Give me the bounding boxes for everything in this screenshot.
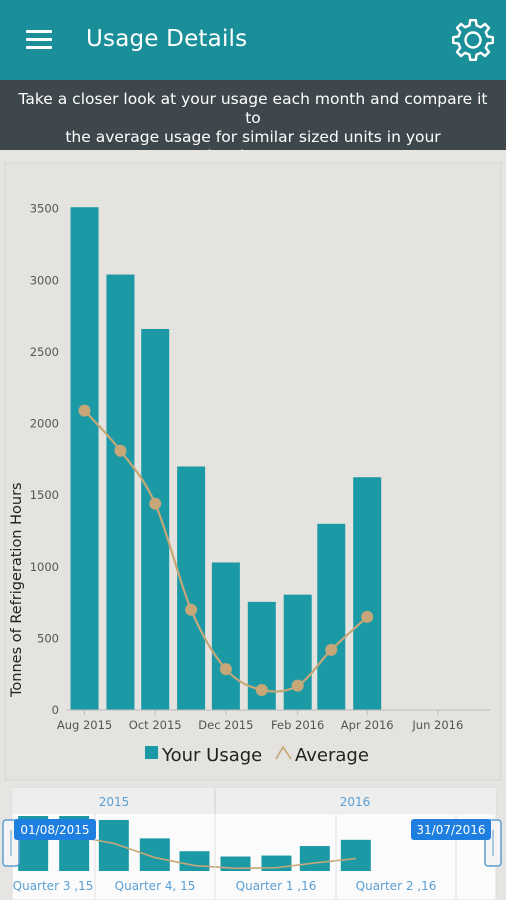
x-tick-label: Dec 2015 — [198, 718, 253, 732]
info-text-line-1: Take a closer look at your usage each mo… — [18, 90, 488, 127]
range-start-badge — [14, 819, 96, 840]
quarter-label: Quarter 3 ,15 — [13, 879, 94, 893]
y-tick-label: 3500 — [30, 202, 59, 216]
navigator-year-2016: 2016 — [340, 795, 371, 809]
average-point[interactable] — [114, 444, 127, 457]
quarter-label: Quarter 1 ,16 — [236, 879, 317, 893]
average-point[interactable] — [149, 497, 162, 510]
legend-usage-swatch — [145, 746, 158, 759]
usage-bar[interactable] — [141, 328, 170, 710]
hamburger-menu-icon — [26, 30, 52, 33]
navigator-bar — [340, 839, 371, 871]
average-point[interactable] — [325, 643, 338, 656]
y-tick-label: 500 — [37, 631, 59, 645]
legend-average-label: Average — [295, 745, 369, 766]
y-tick-label: 2000 — [30, 417, 59, 431]
range-end-badge — [411, 819, 491, 840]
x-tick-label: Aug 2015 — [57, 718, 112, 732]
x-tick-label: Feb 2016 — [271, 718, 324, 732]
navigator-bar — [179, 851, 210, 871]
usage-bar[interactable] — [211, 562, 240, 710]
usage-bar[interactable] — [353, 477, 382, 710]
average-point[interactable] — [361, 610, 374, 623]
range-end-label: 31/07/2016 — [416, 823, 485, 837]
y-tick-label: 3000 — [30, 273, 59, 287]
usage-bar[interactable] — [317, 523, 346, 710]
range-navigator[interactable]: 2015 2016 01/08/2015 31/07/2016 Quarter … — [0, 786, 506, 900]
chart-legend: Your Usage Average — [145, 745, 369, 766]
x-tick-label: Jun 2016 — [411, 718, 463, 732]
y-tick-label: 1000 — [30, 560, 59, 574]
gear-icon — [452, 19, 494, 61]
y-tick-label: 2500 — [30, 345, 59, 359]
navigator-bar — [98, 819, 129, 871]
usage-bar[interactable] — [283, 594, 312, 710]
menu-button[interactable] — [26, 28, 54, 52]
average-point[interactable] — [291, 679, 304, 692]
usage-bar[interactable] — [70, 207, 99, 710]
settings-button[interactable] — [450, 17, 496, 63]
y-tick-label: 1500 — [30, 488, 59, 502]
hamburger-line — [26, 46, 52, 49]
range-start-label: 01/08/2015 — [20, 823, 89, 837]
quarter-label: Quarter 2 ,16 — [356, 879, 437, 893]
legend-usage-label: Your Usage — [161, 745, 262, 766]
usage-bar[interactable] — [177, 466, 206, 710]
page-title: Usage Details — [86, 26, 248, 52]
average-point[interactable] — [219, 663, 232, 676]
quarter-label: Quarter 4, 15 — [115, 879, 196, 893]
y-axis-label: Tonnes of Refrigeration Hours — [9, 482, 25, 698]
x-tick-label: Apr 2016 — [341, 718, 394, 732]
navigator-bar — [299, 846, 330, 871]
y-tick-label: 0 — [52, 703, 59, 717]
x-tick-label: Oct 2015 — [129, 718, 182, 732]
average-line — [83, 409, 368, 693]
hamburger-line — [26, 38, 52, 41]
legend-average-swatch — [275, 745, 292, 760]
info-banner: Take a closer look at your usage each mo… — [0, 80, 506, 165]
average-point[interactable] — [78, 404, 91, 417]
navigator-year-2015: 2015 — [99, 795, 130, 809]
usage-bar[interactable] — [106, 274, 135, 710]
usage-chart: 0 500 1000 1500 2000 2500 3000 3500 Tonnes of R… — [0, 150, 506, 786]
average-point[interactable] — [185, 603, 198, 616]
average-point[interactable] — [255, 683, 268, 696]
app-bar: Usage Details — [0, 0, 506, 80]
